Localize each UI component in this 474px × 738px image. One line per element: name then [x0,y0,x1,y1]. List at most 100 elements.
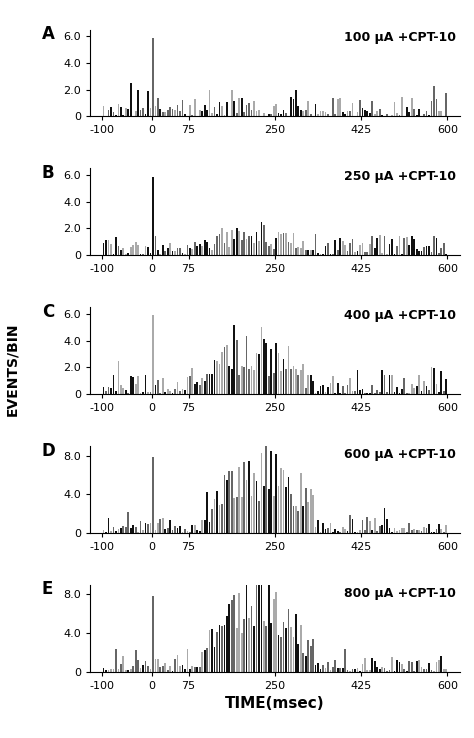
Bar [413,671,415,672]
Bar [105,240,107,255]
Bar [379,526,381,533]
Bar [273,249,274,255]
Bar [315,665,317,672]
Bar [263,224,264,255]
Bar [428,523,430,533]
Bar [403,238,405,255]
Bar [169,520,171,533]
Bar [411,531,412,533]
Bar [344,649,346,672]
Bar [430,101,432,117]
Bar [339,669,341,672]
Bar [118,246,119,255]
Bar [147,392,149,394]
Bar [191,525,193,533]
Bar [182,665,183,672]
Bar [302,653,304,672]
Bar [211,509,213,533]
Bar [446,93,447,117]
Bar [379,669,381,672]
Bar [201,652,203,672]
Bar [236,228,237,255]
Bar [409,112,410,117]
Bar [317,114,319,117]
Bar [389,528,391,533]
Bar [364,111,366,117]
Bar [122,656,124,672]
Bar [152,457,154,533]
Bar [300,472,301,533]
Bar [233,100,235,117]
Bar [221,505,223,533]
Bar [204,241,206,255]
Bar [391,115,393,117]
Bar [389,670,391,672]
Bar [248,103,250,117]
Bar [224,347,225,394]
Bar [120,107,122,117]
Bar [372,101,373,117]
Bar [278,635,280,672]
Bar [418,251,420,255]
Bar [349,244,351,255]
Bar [436,529,437,533]
Bar [216,632,218,672]
Bar [169,391,171,394]
Bar [118,362,119,394]
Bar [231,600,233,672]
Bar [137,660,139,672]
Bar [399,114,400,117]
Bar [103,106,104,117]
Bar [329,670,331,672]
Bar [268,489,270,533]
Bar [302,111,304,117]
Bar [162,245,164,255]
Bar [285,233,287,255]
Bar [401,664,403,672]
Bar [423,528,425,533]
Bar [211,114,213,117]
Bar [108,241,109,255]
Bar [290,369,292,394]
Bar [379,393,381,394]
Bar [103,387,104,394]
Bar [322,384,324,394]
Text: 400 μA +CPT-10: 400 μA +CPT-10 [344,309,456,322]
Bar [132,245,134,255]
Bar [339,532,341,533]
Bar [105,390,107,394]
Bar [283,109,284,117]
Bar [347,111,348,117]
Bar [413,238,415,255]
Bar [130,528,132,533]
Bar [201,246,203,255]
Bar [179,525,181,533]
Bar [150,392,151,394]
Bar [280,114,282,117]
Bar [174,659,176,672]
Bar [381,525,383,533]
Bar [438,393,440,394]
Bar [140,522,141,533]
Bar [113,375,114,394]
Bar [189,669,191,672]
Bar [248,618,250,672]
Bar [113,669,114,672]
Text: EVENTS/BIN: EVENTS/BIN [5,323,19,415]
Bar [211,629,213,672]
Bar [187,649,188,672]
Bar [137,245,139,255]
Bar [265,343,267,394]
Bar [344,529,346,533]
Bar [113,527,114,533]
Bar [376,667,378,672]
Bar [354,391,356,394]
Bar [231,90,233,117]
Bar [258,241,260,255]
Bar [344,114,346,117]
Bar [261,571,262,672]
Bar [283,232,284,255]
Bar [384,236,385,255]
Bar [327,243,329,255]
Bar [110,107,112,117]
